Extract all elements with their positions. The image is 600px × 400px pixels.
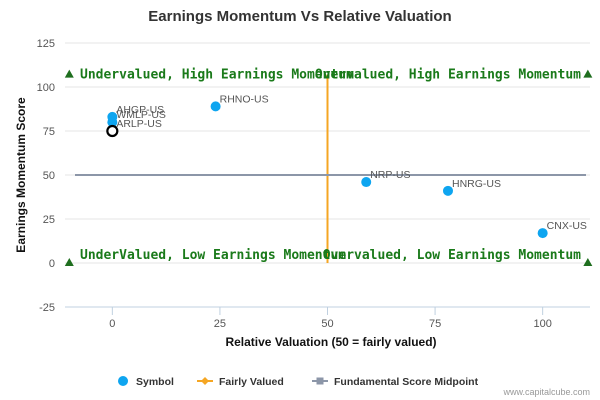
data-point-label: ARLP-US [116,118,162,130]
y-tick-label: 75 [43,126,55,138]
quadrant-corner-triangle [64,69,74,78]
data-point [361,177,372,188]
legend-symbol-marker [118,376,128,386]
y-axis-ticks: -25 0 25 50 75 100 125 [37,38,55,314]
y-tick-label: 50 [43,170,55,182]
legend-fairly-valued-marker [201,377,209,385]
reference-lines [75,74,586,263]
data-point-label: HNRG-US [452,178,501,190]
quadrant-label-bottom-left: UnderValued, Low Earnings Momentum [80,248,346,263]
y-tick-label: 0 [49,258,55,270]
quadrant-label-top-left: Undervalued, High Earnings Momentum [80,68,354,83]
x-axis-title: Relative Valuation (50 = fairly valued) [225,335,436,349]
x-axis-ticks: 0 25 50 75 100 [65,306,590,330]
legend-fairly-valued-label: Fairly Valued [219,376,284,388]
credit-text: www.capitalcube.com [502,387,590,397]
quadrant-corner-markers [64,69,593,266]
quadrant-label-bottom-right: Overvalued, Low Earnings Momentum [323,248,581,263]
y-tick-label: 25 [43,214,55,226]
x-tick-label: 50 [321,318,333,330]
data-point-label: RHNO-US [220,93,269,105]
data-point-label: CNX-US [547,220,587,232]
quadrant-labels: Undervalued, High Earnings MomentumOverv… [80,68,581,263]
legend-symbol-label: Symbol [136,376,174,388]
data-point [442,185,453,196]
data-point-label: WMLP-US [116,109,166,121]
quadrant-label-top-right: Overvalued, High Earnings Momentum [315,68,581,83]
x-tick-label: 25 [214,318,226,330]
y-axis-title: Earnings Momentum Score [14,97,28,253]
y-tick-label: 125 [37,38,55,50]
quadrant-corner-triangle [583,69,593,78]
quadrant-corner-triangle [583,258,593,266]
data-point-label: AHGP-US [116,104,164,116]
data-point [210,101,221,112]
quadrant-corner-triangle [64,258,74,266]
data-point [537,228,548,239]
data-point [107,117,118,128]
x-tick-label: 0 [109,318,115,330]
chart-title: Earnings Momentum Vs Relative Valuation [148,8,451,25]
y-tick-label: -25 [39,302,55,314]
y-tick-label: 100 [37,82,55,94]
data-point-highlight [106,124,119,138]
legend-midpoint-label: Fundamental Score Midpoint [334,376,479,388]
x-tick-label: 100 [533,318,551,330]
x-tick-label: 75 [429,318,441,330]
data-point-label: NRP-US [370,169,410,181]
legend-midpoint-marker [316,377,324,385]
legend: Symbol Fairly Valued Fundamental Score Mid… [118,376,479,388]
